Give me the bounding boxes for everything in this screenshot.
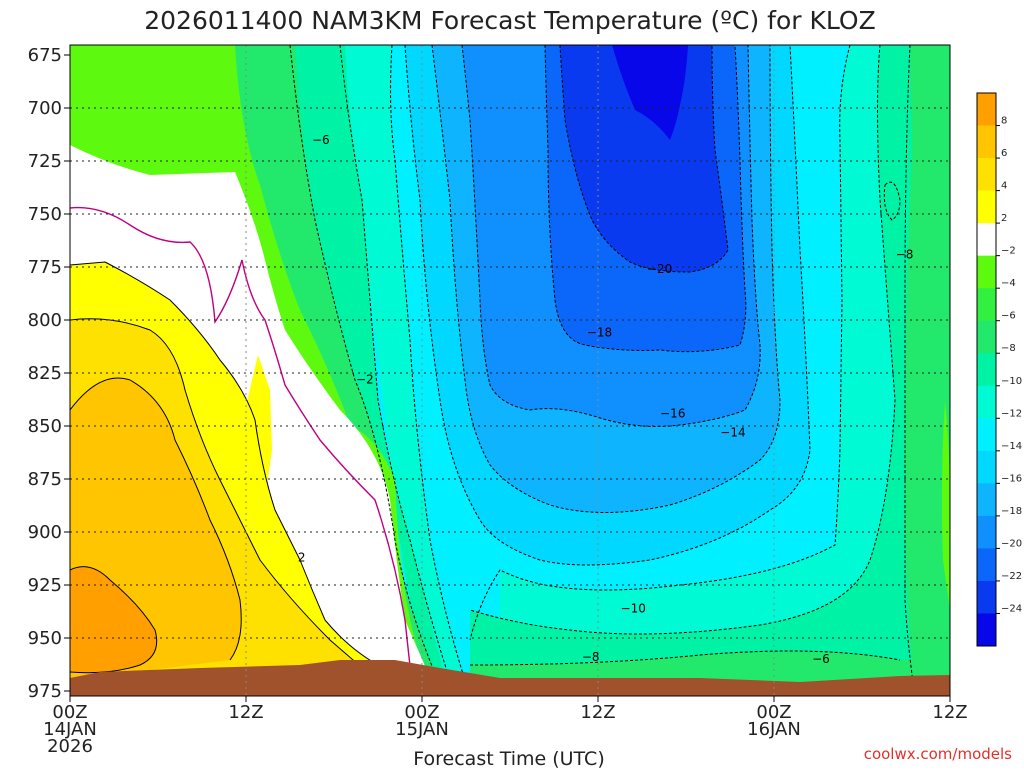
y-tick-label: 925 xyxy=(28,575,62,596)
y-axis: 675 700 725 750 775 800 825 850 875 900 925 950 975 xyxy=(28,45,70,702)
colorbar-label: −12 xyxy=(1001,408,1022,419)
contour-label: −8 xyxy=(582,650,600,664)
y-tick-label: 800 xyxy=(28,310,62,331)
y-tick-label: 975 xyxy=(28,681,62,702)
colorbar-swatch xyxy=(977,580,996,614)
x-tick-label: 00Z xyxy=(404,702,439,723)
colorbar-label: 4 xyxy=(1001,181,1007,192)
colorbar-swatch xyxy=(977,385,996,419)
y-tick-label: 825 xyxy=(28,363,62,384)
colorbar-frame xyxy=(976,92,997,647)
contour-label: −2 xyxy=(356,372,374,386)
band-minus8 xyxy=(290,45,450,696)
y-tick-label: 900 xyxy=(28,522,62,543)
chart-title: 2026011400 NAM3KM Forecast Temperature (… xyxy=(144,6,875,35)
contour-labels: −6 −2 2 −20 −18 −16 −14 −10 −8 −6 −8 xyxy=(298,133,913,666)
colorbar-swatch xyxy=(977,223,996,257)
band-minus8-right xyxy=(470,45,950,696)
x-tick-label: 12Z xyxy=(932,702,967,723)
colorbar-swatch xyxy=(977,255,996,289)
colorbar-label: 2 xyxy=(1001,213,1007,224)
band-minus22 xyxy=(560,45,728,272)
y-tick-label: 850 xyxy=(28,416,62,437)
colorbar-label: 8 xyxy=(1001,116,1007,127)
x-tick-label: 14JAN xyxy=(43,719,97,740)
plot-frame xyxy=(69,44,951,697)
band-minus24 xyxy=(612,45,688,140)
x-tick-label: 12Z xyxy=(228,702,263,723)
contour-label: −6 xyxy=(812,652,830,666)
colorbar-label: −18 xyxy=(1001,506,1022,517)
colorbar-swatch xyxy=(977,613,996,647)
colorbar-swatch xyxy=(977,353,996,387)
colorbar-swatch xyxy=(977,320,996,354)
contour-label: −14 xyxy=(720,425,745,439)
colorbar-label: −10 xyxy=(1001,376,1022,387)
band-minus6-farright xyxy=(905,45,950,696)
contour-label: −10 xyxy=(621,601,646,615)
contour-label: −8 xyxy=(896,247,914,261)
colorbar-swatch xyxy=(977,190,996,224)
colorbar-swatch xyxy=(977,418,996,452)
colorbar: 8 6 4 2 −2 −4 −6 −8 −10 −12 −14 −16 −18 −20 −22 −24 xyxy=(976,92,1022,647)
terrain-ground xyxy=(70,660,950,696)
colorbar-label: 6 xyxy=(1001,148,1007,159)
x-tick-label: 16JAN xyxy=(747,719,801,740)
colorbar-label: −16 xyxy=(1001,473,1022,484)
y-tick-label: 875 xyxy=(28,469,62,490)
credit-text: coolwx.com/models xyxy=(864,745,1012,763)
freezing-line xyxy=(70,206,411,667)
colorbar-swatch xyxy=(977,483,996,517)
band-plus2-spike xyxy=(245,355,272,500)
colorbar-label: −8 xyxy=(1001,343,1016,354)
colorbar-label: −6 xyxy=(1001,311,1016,322)
y-tick-label: 775 xyxy=(28,257,62,278)
y-tick-label: 950 xyxy=(28,628,62,649)
contour-lines-warm xyxy=(70,261,381,674)
contour-label: −18 xyxy=(587,326,612,340)
y-tick-label: 725 xyxy=(28,151,62,172)
colorbar-label: −4 xyxy=(1001,278,1016,289)
band-minus10-left xyxy=(340,45,470,696)
contour-label: 2 xyxy=(298,550,306,564)
horizontal-gridlines xyxy=(70,107,950,639)
band-plus8 xyxy=(70,566,157,673)
x-tick-label: 15JAN xyxy=(395,719,449,740)
y-tick-label: 675 xyxy=(28,45,62,66)
x-axis-label: Forecast Time (UTC) xyxy=(413,748,604,768)
contour-label: −16 xyxy=(660,406,685,420)
colorbar-swatch xyxy=(977,93,996,127)
vertical-gridlines xyxy=(245,45,950,696)
x-tick-label: 2026 xyxy=(47,736,93,757)
colorbar-swatch xyxy=(977,548,996,582)
x-tick-label: 00Z xyxy=(756,702,791,723)
band-minus4-right xyxy=(941,400,950,610)
y-tick-label: 750 xyxy=(28,204,62,225)
colorbar-swatch xyxy=(977,158,996,192)
colorbar-swatch xyxy=(977,515,996,549)
colorbar-label: −14 xyxy=(1001,441,1022,452)
colorbar-label: −2 xyxy=(1001,246,1016,257)
colorbar-label: −20 xyxy=(1001,538,1022,549)
band-minus12 xyxy=(500,45,950,696)
x-tick-label: 12Z xyxy=(580,702,615,723)
colorbar-label: −22 xyxy=(1001,571,1022,582)
contour-label: −6 xyxy=(312,133,330,147)
colorbar-swatch xyxy=(977,450,996,484)
x-tick-label: 00Z xyxy=(52,702,87,723)
y-tick-label: 700 xyxy=(28,98,62,119)
colorbar-swatch xyxy=(977,288,996,322)
colorbar-label: −24 xyxy=(1001,603,1022,614)
contour-lines xyxy=(289,45,916,696)
contour-label: −20 xyxy=(647,262,672,276)
colorbar-swatch xyxy=(977,125,996,159)
